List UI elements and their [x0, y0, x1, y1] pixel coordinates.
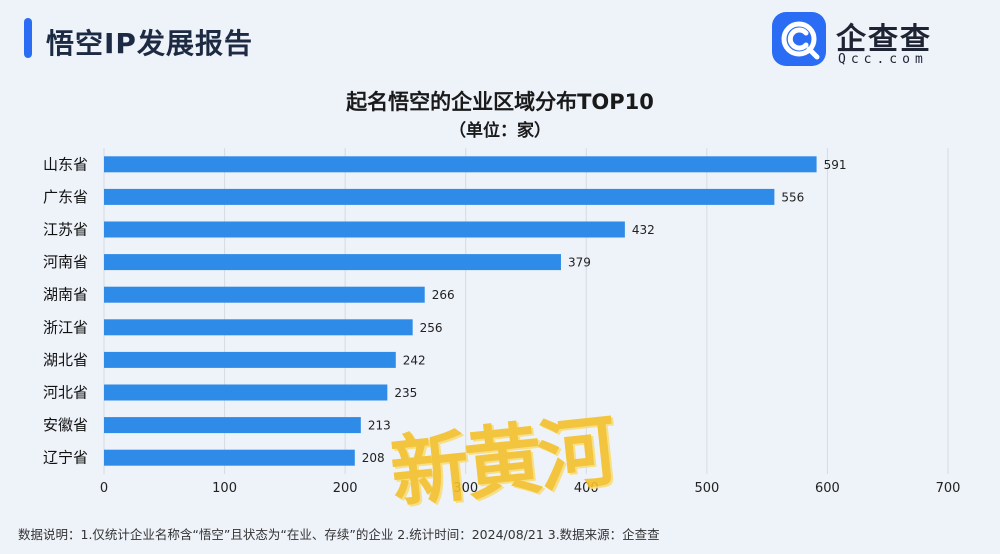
value-label: 591	[824, 158, 847, 172]
bar	[104, 286, 425, 303]
footnote: 数据说明：1.仅统计企业名称含“悟空”且状态为“在业、存续”的企业 2.统计时间…	[18, 527, 660, 542]
category-label: 江苏省	[43, 221, 88, 239]
report-title: 悟空IP发展报告	[46, 27, 253, 60]
title-accent-bar	[24, 18, 32, 58]
x-tick-label: 700	[936, 481, 961, 496]
value-label: 256	[420, 321, 443, 335]
x-tick-label: 400	[574, 481, 599, 496]
value-label: 379	[568, 256, 591, 270]
logo-chinese-text: 企查查	[836, 22, 932, 57]
bar	[104, 188, 775, 205]
chart-title: 起名悟空的企业区域分布TOP10	[346, 90, 654, 114]
category-label: 湖北省	[43, 351, 88, 369]
bar	[104, 384, 388, 401]
value-label: 556	[781, 190, 804, 204]
category-label: 湖南省	[43, 286, 88, 304]
bar	[104, 221, 625, 238]
x-tick-label: 200	[333, 481, 358, 496]
header: 悟空IP发展报告 企查查 Qcc.com	[0, 0, 1000, 80]
logo-english-text: Qcc.com	[838, 52, 928, 67]
category-label: 广东省	[43, 188, 88, 206]
category-label: 河南省	[43, 253, 88, 271]
value-label: 266	[432, 288, 455, 302]
bar	[104, 449, 355, 466]
qcc-logo-icon	[772, 12, 826, 66]
bar	[104, 351, 396, 368]
x-tick-label: 300	[453, 481, 478, 496]
x-tick-label: 100	[212, 481, 237, 496]
x-tick-label: 0	[100, 481, 108, 496]
bar	[104, 254, 561, 271]
bar	[104, 156, 817, 173]
x-tick-label: 600	[815, 481, 840, 496]
bar	[104, 417, 361, 434]
value-label: 235	[394, 386, 417, 400]
category-label: 安徽省	[43, 416, 88, 434]
category-label: 辽宁省	[43, 449, 88, 467]
bar	[104, 319, 413, 336]
value-label: 242	[403, 353, 426, 367]
brand-logo: 企查查 Qcc.com	[772, 12, 972, 72]
watermark: 新黄河	[386, 405, 617, 520]
value-label: 432	[632, 223, 655, 237]
chart-unit: （单位：家）	[449, 121, 551, 141]
category-label: 河北省	[43, 384, 88, 402]
category-label: 浙江省	[43, 318, 88, 336]
category-label: 山东省	[43, 155, 88, 173]
value-label: 208	[362, 451, 385, 465]
value-label: 213	[368, 419, 391, 433]
x-tick-label: 500	[694, 481, 719, 496]
